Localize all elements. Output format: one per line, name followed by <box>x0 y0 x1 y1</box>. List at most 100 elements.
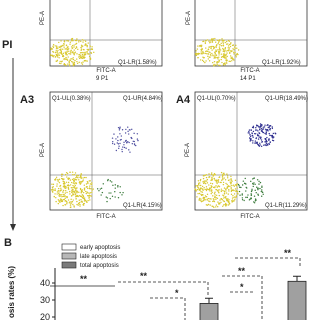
dot <box>59 60 61 63</box>
dot <box>56 193 58 195</box>
dot <box>65 181 68 183</box>
dot <box>203 52 205 54</box>
dot <box>211 189 213 191</box>
dot <box>68 190 71 193</box>
dot <box>79 57 82 59</box>
dot <box>52 183 55 186</box>
dot <box>257 143 259 146</box>
dot <box>226 187 229 189</box>
dot <box>215 180 217 182</box>
dot <box>215 198 217 201</box>
dot <box>253 195 256 197</box>
dot <box>198 189 201 191</box>
dot <box>233 189 235 192</box>
dot <box>75 175 78 177</box>
bar <box>287 280 307 325</box>
dot <box>89 185 91 187</box>
dot <box>72 52 75 54</box>
dot <box>67 186 69 189</box>
dot <box>77 195 79 198</box>
dot <box>205 50 207 53</box>
dot <box>70 187 73 189</box>
dot <box>214 196 216 199</box>
dot <box>81 53 84 56</box>
dot <box>197 180 200 182</box>
dot <box>207 48 210 50</box>
dot <box>217 41 220 43</box>
dot <box>200 51 202 53</box>
dot <box>224 197 227 199</box>
dot <box>208 60 211 62</box>
dot <box>249 138 252 141</box>
dot <box>72 40 74 42</box>
dot <box>117 184 119 187</box>
dot <box>212 195 214 197</box>
dot <box>223 193 226 195</box>
dot <box>63 46 65 48</box>
dot <box>207 188 209 191</box>
dot <box>268 138 271 140</box>
dot <box>262 131 264 134</box>
dot <box>252 130 255 133</box>
dot <box>228 199 230 201</box>
gate-label: 14 P1 <box>240 76 256 82</box>
dot <box>54 193 56 195</box>
dot <box>206 199 208 201</box>
dot <box>197 45 199 47</box>
dot <box>80 201 82 203</box>
dot <box>55 53 58 56</box>
dot <box>218 56 220 58</box>
dot <box>212 61 214 64</box>
dot <box>202 196 205 199</box>
dot <box>225 188 227 190</box>
dot <box>72 192 74 194</box>
dot <box>59 201 61 203</box>
dot <box>259 181 262 184</box>
dot <box>232 189 234 191</box>
dot <box>67 56 69 58</box>
dot <box>205 60 207 62</box>
dot <box>71 171 74 173</box>
dot <box>268 143 271 145</box>
dot <box>86 51 88 53</box>
dot <box>76 200 78 203</box>
dot <box>225 54 228 56</box>
bracket <box>235 257 301 266</box>
dot <box>235 53 238 56</box>
dot <box>233 59 235 61</box>
dot <box>262 126 264 128</box>
dot <box>117 143 120 145</box>
dot <box>57 56 59 58</box>
dot <box>82 48 85 51</box>
dot <box>223 187 226 189</box>
dot <box>217 185 219 187</box>
dot <box>80 49 82 52</box>
dot <box>73 177 75 180</box>
dot <box>233 193 236 195</box>
dot <box>214 37 216 40</box>
dot <box>119 126 121 128</box>
dot <box>220 45 223 47</box>
dot <box>51 183 53 185</box>
dot <box>210 55 212 57</box>
dot <box>268 125 270 127</box>
dot <box>58 181 61 184</box>
dot <box>257 133 259 136</box>
dot <box>77 48 79 51</box>
dot <box>89 183 92 185</box>
dot <box>84 190 87 193</box>
dot <box>218 194 221 197</box>
dot <box>225 50 227 52</box>
dot <box>237 53 239 56</box>
dot <box>236 183 238 186</box>
dot <box>121 129 124 131</box>
dot <box>234 188 237 190</box>
dot <box>197 57 199 59</box>
dot <box>88 196 90 198</box>
dot <box>66 59 69 61</box>
dot <box>69 201 71 203</box>
dot <box>220 201 222 204</box>
dot <box>231 60 233 62</box>
dot <box>80 191 83 193</box>
quadrant-label: Q1-LR(1.92%) <box>262 60 301 66</box>
